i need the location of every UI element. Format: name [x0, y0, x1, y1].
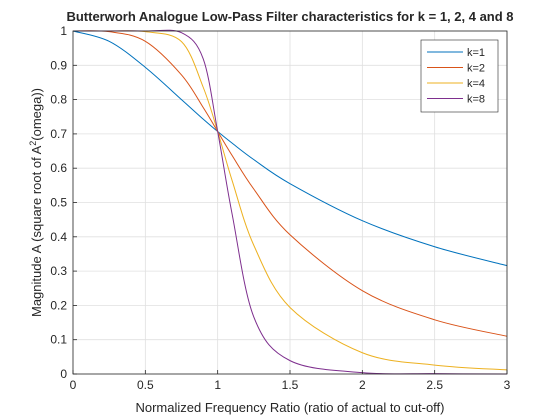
y-tick-label: 0.1 [50, 333, 67, 347]
y-tick-label: 0.4 [50, 230, 67, 244]
y-tick-label: 0.8 [50, 93, 67, 107]
y-axis-label-main: Magnitude A (square root of A [29, 145, 44, 317]
x-tick-label: 0 [70, 378, 77, 392]
x-tick-label: 2.5 [426, 378, 443, 392]
x-tick-label: 2 [359, 378, 366, 392]
y-tick-label: 0.9 [50, 58, 67, 72]
y-axis-label: Magnitude A (square root of A2(omega)) [28, 88, 44, 317]
y-axis-label-tail: (omega)) [29, 88, 44, 141]
x-tick-label: 0.5 [137, 378, 154, 392]
ticks: 0 0.5 1 1.5 2 2.5 3 0 0.1 0.2 0.3 0.4 0.5 0.6 0.7 0.8 0.… [50, 24, 510, 392]
legend-label: k=4 [467, 78, 485, 90]
legend-label: k=2 [467, 63, 485, 75]
legend: k=1 k=2 k=4 k=8 [420, 39, 499, 113]
y-tick-label: 0.7 [50, 127, 67, 141]
x-tick-label: 1 [214, 378, 221, 392]
y-tick-label: 1 [60, 24, 67, 38]
x-tick-label: 1.5 [282, 378, 299, 392]
chart-title: Butterworh Analogue Low-Pass Filter char… [66, 9, 513, 24]
series-line-k-4 [72, 30, 508, 371]
y-axis-label-superscript: 2 [28, 141, 38, 146]
series-line-k-1 [72, 30, 508, 267]
x-tick-label: 3 [504, 378, 511, 392]
y-tick-label: 0 [60, 367, 67, 381]
legend-box [420, 39, 499, 113]
y-tick-label: 0.5 [50, 196, 67, 210]
series-line-k-2 [72, 30, 508, 337]
y-tick-label: 0.6 [50, 161, 67, 175]
legend-label: k=1 [467, 47, 485, 59]
y-tick-label: 0.2 [50, 298, 67, 312]
y-tick-label: 0.3 [50, 264, 67, 278]
legend-label: k=8 [467, 94, 485, 106]
x-axis-label: Normalized Frequency Ratio (ratio of act… [135, 400, 444, 415]
